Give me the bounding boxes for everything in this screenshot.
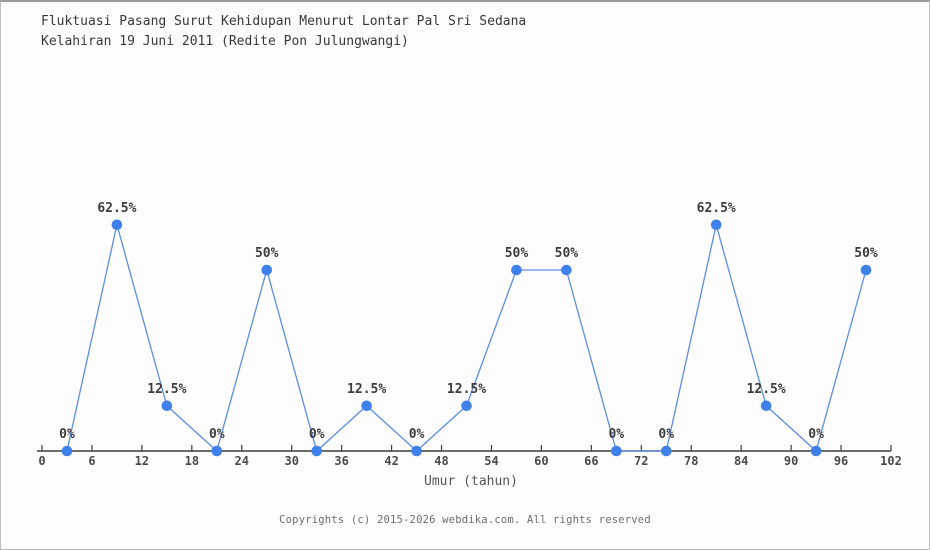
data-point-label: 0%: [808, 427, 824, 442]
series-line: [66, 224, 867, 453]
chart-title: Fluktuasi Pasang Surut Kehidupan Menurut…: [41, 12, 526, 52]
x-axis-tick-label: 0: [38, 454, 45, 468]
data-point-marker: [111, 219, 123, 231]
x-axis-tick-label: 24: [235, 454, 249, 468]
data-point-label: 12.5%: [747, 382, 786, 397]
data-point-label: 12.5%: [447, 382, 486, 397]
data-point-marker: [611, 445, 622, 457]
data-point-label: 0%: [608, 427, 624, 442]
x-axis-tick-label: 78: [684, 454, 698, 468]
x-axis-tick-label: 36: [334, 454, 348, 468]
data-point-marker: [561, 264, 572, 276]
data-point-marker: [211, 445, 223, 457]
data-point-marker: [311, 445, 322, 457]
x-axis-tick-label: 6: [88, 454, 95, 468]
x-axis-tick-label: 60: [534, 454, 548, 468]
x-axis-title: Umur (tahun): [424, 474, 518, 489]
chart-title-line2: Kelahiran 19 Juni 2011 (Redite Pon Julun…: [41, 34, 409, 49]
data-point-marker: [361, 400, 372, 412]
x-axis-tick-label: 84: [734, 454, 748, 468]
data-point-label: 62.5%: [97, 201, 136, 216]
x-axis-tick-label: 66: [584, 454, 598, 468]
data-point-label: 12.5%: [147, 382, 186, 397]
x-axis-tick-label: 30: [284, 454, 298, 468]
x-axis-tick-label: 18: [185, 454, 199, 468]
data-point-marker: [660, 445, 672, 457]
x-axis-tick-label: 48: [434, 454, 448, 468]
data-point-marker: [61, 445, 73, 457]
data-point-label: 50%: [255, 246, 279, 261]
x-axis-tick-label: 102: [880, 454, 902, 468]
data-point-marker: [710, 219, 722, 231]
data-point-label: 0%: [409, 427, 425, 442]
data-point-label: 0%: [59, 427, 75, 442]
data-point-marker: [461, 400, 472, 412]
data-point-label: 0%: [309, 427, 325, 442]
data-point-label: 50%: [505, 246, 529, 261]
data-point-marker: [760, 400, 772, 412]
x-axis-tick-label: 42: [384, 454, 398, 468]
x-axis-tick-label: 96: [834, 454, 848, 468]
x-axis-tick-label: 90: [784, 454, 798, 468]
data-point-label: 0%: [658, 427, 674, 442]
data-point-label: 12.5%: [347, 382, 386, 397]
data-point-marker: [411, 445, 422, 457]
x-axis-tick-label: 12: [135, 454, 149, 468]
chart-title-line1: Fluktuasi Pasang Surut Kehidupan Menurut…: [41, 14, 527, 29]
data-point-label: 50%: [555, 246, 579, 261]
copyright-text: Copyrights (c) 2015-2026 webdika.com. Al…: [279, 514, 651, 526]
data-point-label: 0%: [209, 427, 225, 442]
data-point-marker: [810, 445, 822, 457]
x-axis-tick-label: 54: [484, 454, 498, 468]
x-axis-tick-label: 72: [634, 454, 648, 468]
data-point-marker: [261, 264, 273, 276]
data-point-marker: [511, 264, 522, 276]
data-point-label: 62.5%: [697, 201, 736, 216]
data-point-marker: [860, 264, 872, 276]
data-point-label: 50%: [854, 246, 878, 261]
data-point-marker: [161, 400, 173, 412]
